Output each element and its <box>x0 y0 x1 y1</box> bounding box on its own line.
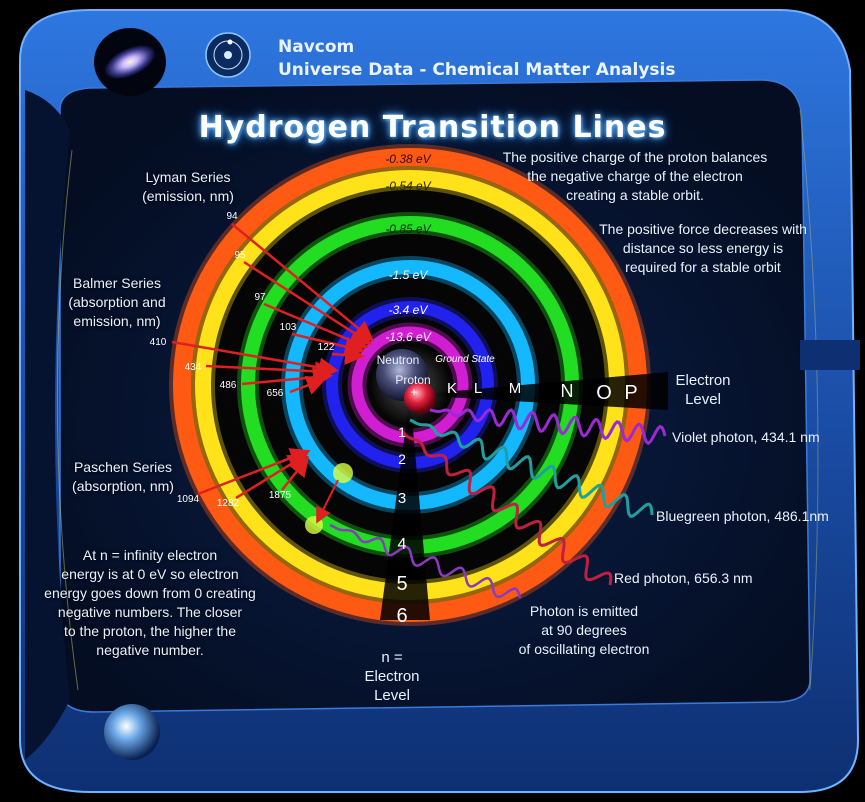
photon-waves <box>329 408 667 599</box>
balmer-series-label: Balmer Series (absorption and emission, … <box>68 275 166 329</box>
transition-arrow <box>289 375 327 395</box>
n-level-labels: 1 2 3 4 5 6 <box>396 424 407 627</box>
positive-charge-note: The positive charge of the proton balanc… <box>502 149 768 203</box>
shell-letter: N <box>561 381 574 401</box>
lyman-wavelength: 97 <box>254 292 266 303</box>
paschen-wavelength: 1094 <box>177 494 200 505</box>
n-level-label: 1 <box>398 424 406 440</box>
shell-letter: P <box>624 382 637 404</box>
transition-arrows <box>171 223 374 500</box>
infinity-note: At n = infinity electron energy is at 0 … <box>44 547 256 658</box>
page-title: Hydrogen Transition Lines <box>198 110 667 145</box>
electron-glows <box>305 463 353 534</box>
electron-level-right-label: Electron Level <box>675 372 731 408</box>
photon-emitted-note: Photon is emitted at 90 degrees of oscil… <box>518 603 650 657</box>
shell-letter: K <box>447 380 457 397</box>
header-subtitle: Universe Data - Chemical Matter Analysis <box>278 60 676 80</box>
shell-sector-right <box>410 372 668 410</box>
transition-arrow <box>281 456 310 491</box>
energy-labels: -13.6 eV -3.4 eV -1.5 eV -0.85 eV -0.54 eV -0… <box>385 152 431 344</box>
level-sector-bottom <box>380 395 430 620</box>
n-level-label: 6 <box>396 605 407 627</box>
red-photon-label: Red photon, 656.3 nm <box>614 570 753 586</box>
transition-arrow <box>231 223 374 342</box>
energy-label: -0.54 eV <box>385 179 431 193</box>
n-level-label: 4 <box>398 536 407 553</box>
balmer-wavelength: 434 <box>185 362 202 373</box>
galaxy-icon <box>94 28 166 96</box>
n-level-label: 5 <box>396 573 407 595</box>
atom-orbit-icon <box>205 32 251 78</box>
transition-arrow <box>243 260 373 345</box>
electron-level-bottom-label: n = Electron Level <box>364 649 420 704</box>
shell-letter: M <box>509 380 522 397</box>
transition-arrow <box>331 344 365 365</box>
violet-photon-label: Violet photon, 434.1 nm <box>672 429 820 445</box>
ground-state-label: Ground State <box>435 354 495 365</box>
bluegreen-photon-label: Bluegreen photon, 486.1nm <box>656 508 829 524</box>
paschen-wavelength: 1282 <box>217 498 240 509</box>
transition-arrow <box>171 340 339 378</box>
proton-sphere <box>404 382 436 414</box>
shell-letter: O <box>596 382 612 404</box>
lyman-wavelength: 122 <box>318 342 335 353</box>
lyman-wavelength: 94 <box>226 211 238 222</box>
balmer-wavelength: 486 <box>220 380 237 391</box>
shell-letter: L <box>474 380 482 397</box>
n-level-label: 3 <box>398 490 406 507</box>
lyman-wavelength: 95 <box>234 250 246 261</box>
energy-label: -0.85 eV <box>385 222 431 236</box>
energy-label: -1.5 eV <box>389 268 429 282</box>
energy-label: -13.6 eV <box>385 330 431 344</box>
paschen-wavelength: 1875 <box>269 490 292 501</box>
wavelength-labels: 94 95 97 103 122 410 434 486 656 1094 1282 1875 <box>150 211 335 509</box>
energy-label: -0.38 eV <box>385 152 431 166</box>
proton-label: Proton <box>395 373 430 387</box>
balmer-wavelength: 656 <box>267 388 284 399</box>
n-level-label: 2 <box>398 451 406 467</box>
proton-plus: + <box>410 385 417 399</box>
nucleus <box>370 345 450 425</box>
balmer-wavelength: 410 <box>150 337 167 348</box>
energy-label: -3.4 eV <box>389 303 429 317</box>
positive-force-note: The positive force decreases with distan… <box>599 221 807 275</box>
neutron-label: Neutron <box>377 353 420 367</box>
header-navcom: Navcom <box>278 37 355 57</box>
paschen-series-label: Paschen Series (absorption, nm) <box>72 459 174 494</box>
earth-icon <box>104 704 160 760</box>
transition-arrow <box>205 361 335 382</box>
lyman-series-label: Lyman Series (emission, nm) <box>142 169 234 204</box>
lyman-wavelength: 103 <box>280 322 297 333</box>
